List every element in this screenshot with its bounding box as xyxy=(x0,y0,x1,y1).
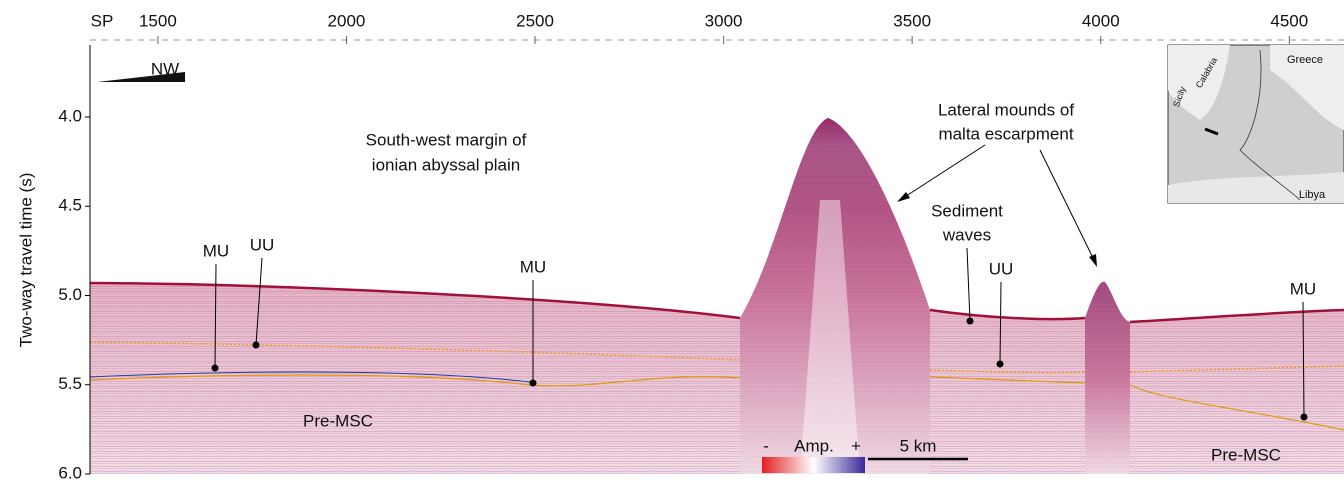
map-boundary xyxy=(1239,49,1301,201)
annotation: waves xyxy=(942,225,991,244)
y-tick-label: 4.0 xyxy=(58,106,82,125)
colorbar-gradient xyxy=(762,457,865,473)
nw-arrow xyxy=(97,72,185,82)
profile-location xyxy=(1204,127,1219,136)
annotation: UU xyxy=(250,235,275,254)
arrow xyxy=(899,144,986,201)
x-tick-label: 4000 xyxy=(1082,11,1120,30)
x-axis-label: SP xyxy=(91,11,114,30)
map-label: Greece xyxy=(1287,54,1323,66)
y-axis-label: Two-way travel time (s) xyxy=(16,173,35,348)
point-marker xyxy=(1300,413,1308,421)
colorbar-max: + xyxy=(851,436,861,455)
point-marker xyxy=(529,379,537,387)
seismic-section xyxy=(89,118,1344,474)
y-tick-label: 4.5 xyxy=(58,196,82,215)
point-marker xyxy=(996,360,1004,368)
annotation: MU xyxy=(203,241,229,260)
leader-line xyxy=(214,263,217,369)
annotation: Pre-MSC xyxy=(303,411,373,430)
map-label: Libya xyxy=(1299,189,1326,201)
annotation: Lateral mounds of xyxy=(938,100,1074,119)
leader-line xyxy=(966,247,971,322)
scale-bar-label: 5 km xyxy=(900,436,937,455)
inset-map xyxy=(1167,44,1344,204)
annotation: South-west margin of xyxy=(366,130,527,149)
annotation: UU xyxy=(989,259,1014,278)
y-tick-label: 5.5 xyxy=(58,374,82,393)
point-marker xyxy=(252,341,260,349)
annotation: ionian abyssal plain xyxy=(372,155,520,174)
leader-line xyxy=(1302,301,1305,418)
y-tick-label: 5.0 xyxy=(58,285,82,304)
x-tick-label: 3500 xyxy=(893,11,931,30)
leader-line xyxy=(255,257,263,346)
point-marker xyxy=(966,317,974,325)
point-marker xyxy=(211,364,219,372)
map-land xyxy=(1168,45,1230,120)
arrow xyxy=(1039,149,1096,263)
map-land xyxy=(1270,45,1344,130)
annotation: malta escarpment xyxy=(938,124,1073,143)
x-tick-label: 2000 xyxy=(328,11,366,30)
arrowhead xyxy=(1089,254,1097,267)
x-tick-label: 4500 xyxy=(1270,11,1308,30)
colorbar-min: - xyxy=(763,436,769,455)
annotation: MU xyxy=(520,257,546,276)
x-tick-label: 3000 xyxy=(705,11,743,30)
x-tick-label: 2500 xyxy=(516,11,554,30)
annotation: Pre-MSC xyxy=(1211,445,1281,464)
arrowhead xyxy=(897,192,910,202)
leader-line xyxy=(999,281,1002,365)
colorbar: - Amp. + xyxy=(762,436,865,473)
x-tick-label: 1500 xyxy=(139,11,177,30)
colorbar-label: Amp. xyxy=(794,436,834,455)
annotation: MU xyxy=(1290,279,1316,298)
annotation: NW xyxy=(151,59,179,78)
annotation: Sediment xyxy=(931,201,1003,220)
y-tick-label: 6.0 xyxy=(58,463,82,482)
map-land xyxy=(1168,172,1344,203)
